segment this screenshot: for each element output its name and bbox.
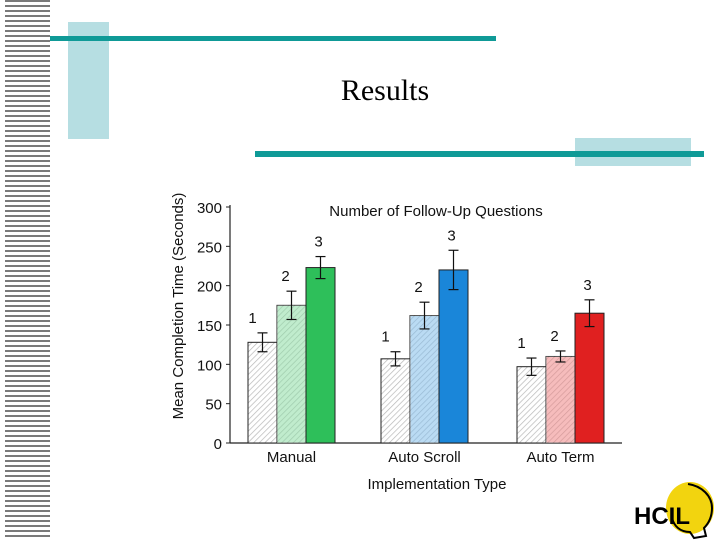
- y-axis-title: Mean Completion Time (Seconds): [170, 193, 187, 420]
- bar-series-label: 2: [414, 279, 422, 296]
- bar-auto-scroll-1: [380, 358, 411, 444]
- y-tick-label: 150: [197, 318, 222, 335]
- bar-hatch-overlay: [546, 356, 575, 443]
- y-tick-label: 100: [197, 357, 222, 374]
- x-tick-label: Manual: [267, 449, 316, 466]
- slide-title: Results: [340, 74, 430, 107]
- decorative-line-right: [255, 151, 704, 157]
- bar-series-label: 3: [447, 227, 455, 244]
- bar-auto-term-1: [516, 366, 547, 444]
- y-tick-label: 0: [214, 436, 222, 453]
- decorative-stripe-bar: [0, 0, 50, 540]
- bar-series-label: 1: [248, 310, 256, 327]
- bar-hatch-overlay: [410, 315, 439, 443]
- decorative-line-top: [50, 36, 496, 41]
- x-tick-label: Auto Term: [526, 449, 594, 466]
- bar-series-label: 1: [381, 329, 389, 346]
- hcil-logo: HCIL: [634, 482, 714, 540]
- bar-hatch-overlay: [277, 305, 306, 443]
- x-tick-label: Auto Scroll: [388, 449, 461, 466]
- bar-series-label: 2: [281, 268, 289, 285]
- y-tick-label: 250: [197, 239, 222, 256]
- bar-auto-term-3: [574, 312, 605, 444]
- bar-auto-scroll-3: [438, 269, 469, 444]
- bar-manual-3: [305, 267, 336, 444]
- svg-text:HCIL: HCIL: [634, 503, 690, 530]
- y-tick-label: 300: [197, 200, 222, 217]
- y-tick-label: 50: [205, 397, 222, 414]
- bar-series-label: 3: [583, 277, 591, 294]
- bar-series-label: 2: [550, 328, 558, 345]
- bar-manual-1: [247, 341, 278, 444]
- decorative-block-top: [68, 22, 109, 139]
- bar-series-label: 1: [517, 335, 525, 352]
- bar-series-label: 3: [314, 234, 322, 251]
- y-tick-label: 200: [197, 279, 222, 296]
- x-axis-title: Implementation Type: [368, 476, 507, 493]
- chart-title: Number of Follow-Up Questions: [329, 203, 542, 220]
